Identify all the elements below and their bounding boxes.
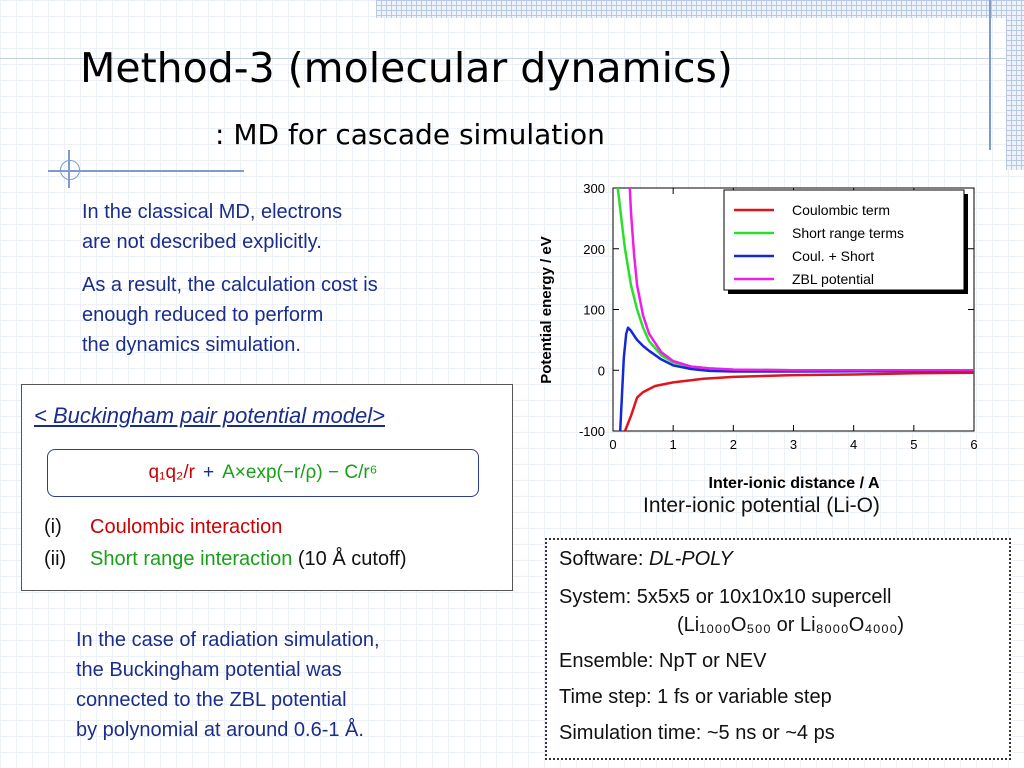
radiation-line-3: connected to the ZBL potential — [76, 689, 347, 711]
chart-caption: Inter-ionic potential (Li-O) — [643, 494, 880, 517]
chart-series — [616, 188, 974, 431]
x-tick-label: 5 — [910, 437, 917, 452]
legend-label-1: Coulombic term — [792, 202, 890, 218]
simulation-settings-box: Software: DL-POLY System: 5x5x5 or 10x10… — [545, 538, 1011, 760]
buckingham-formula: q₁q₂/r + A×exp(−r/ρ) − C/r⁶ — [47, 449, 479, 497]
chart-legend: Coulombic term Short range terms Coul. + S… — [723, 189, 968, 294]
y-axis-label: Potential energy / eV — [538, 236, 555, 384]
series-line-1 — [623, 371, 974, 431]
crosshair-decoration-icon — [60, 160, 80, 180]
x-tick-label: 0 — [609, 437, 616, 452]
decorative-header-pattern — [376, 0, 1024, 18]
legend-box — [723, 189, 965, 291]
crosshair-decoration-h — [48, 170, 244, 172]
x-axis-label: Inter-ionic distance / A — [709, 475, 880, 492]
intro-line-3: As a result, the calculation cost is — [82, 274, 378, 296]
decorative-side-pattern — [1006, 0, 1024, 170]
page-subtitle: : MD for cascade simulation — [215, 118, 605, 151]
timestep-row: Time step: 1 fs or variable step — [559, 686, 832, 708]
buckingham-heading: < Buckingham pair potential model> — [34, 403, 385, 428]
series-line-4 — [628, 188, 974, 372]
legend-label-4: ZBL potential — [792, 271, 874, 287]
axis-ticks: 0 1 2 3 4 5 6 -100 0 100 200 300 — [579, 181, 978, 452]
system-row: System: 5x5x5 or 10x10x10 supercell — [559, 586, 892, 608]
formula-plus: + — [203, 462, 215, 483]
x-tick-label: 3 — [790, 437, 797, 452]
intro-line-5: the dynamics simulation. — [82, 334, 301, 356]
potential-chart: 0 1 2 3 4 5 6 -100 0 100 200 300 Coulombic term Shor… — [538, 181, 978, 492]
software-row: Software: DL-POLY — [559, 548, 733, 570]
x-tick-label: 1 — [670, 437, 677, 452]
legend-label-3: Coul. + Short — [792, 248, 874, 264]
x-tick-label: 6 — [970, 437, 977, 452]
radiation-line-4: by polynomial at around 0.6-1 Å. — [76, 719, 364, 741]
interaction-item-coulombic: (i) Coulombic interaction — [44, 516, 283, 538]
simulation-time-row: Simulation time: ~5 ns or ~4 ps — [559, 722, 835, 744]
y-tick-label: 300 — [583, 181, 605, 196]
y-tick-label: 100 — [583, 303, 605, 318]
intro-line-2: are not described explicitly. — [82, 231, 322, 253]
x-tick-label: 4 — [850, 437, 857, 452]
y-tick-label: 0 — [598, 363, 605, 378]
series-line-3 — [618, 326, 974, 431]
intro-line-4: enough reduced to perform — [82, 304, 324, 326]
interaction-item-short-range: (ii) Short range interaction (10 Å cutoff… — [44, 548, 407, 570]
radiation-line-2: the Buckingham potential was — [76, 659, 342, 681]
y-tick-label: -100 — [579, 424, 605, 439]
page-title: Method-3 (molecular dynamics) — [80, 44, 733, 92]
system-formula: (Li₁₀₀₀O₅₀₀ or Li₈₀₀₀O₄₀₀₀) — [677, 614, 905, 636]
radiation-line-1: In the case of radiation simulation, — [76, 629, 380, 651]
ensemble-row: Ensemble: NpT or NEV — [559, 650, 767, 672]
x-tick-label: 2 — [730, 437, 737, 452]
buckingham-model-box: < Buckingham pair potential model> q₁q₂/… — [21, 384, 513, 591]
formula-coulomb-term: q₁q₂/r — [148, 462, 196, 483]
header-rule — [0, 58, 1024, 59]
y-tick-label: 200 — [583, 242, 605, 257]
intro-line-1: In the classical MD, electrons — [82, 201, 343, 223]
legend-label-2: Short range terms — [792, 225, 904, 241]
decorative-vertical-line — [989, 0, 991, 150]
formula-short-range-term: A×exp(−r/ρ) − C/r⁶ — [222, 462, 378, 483]
